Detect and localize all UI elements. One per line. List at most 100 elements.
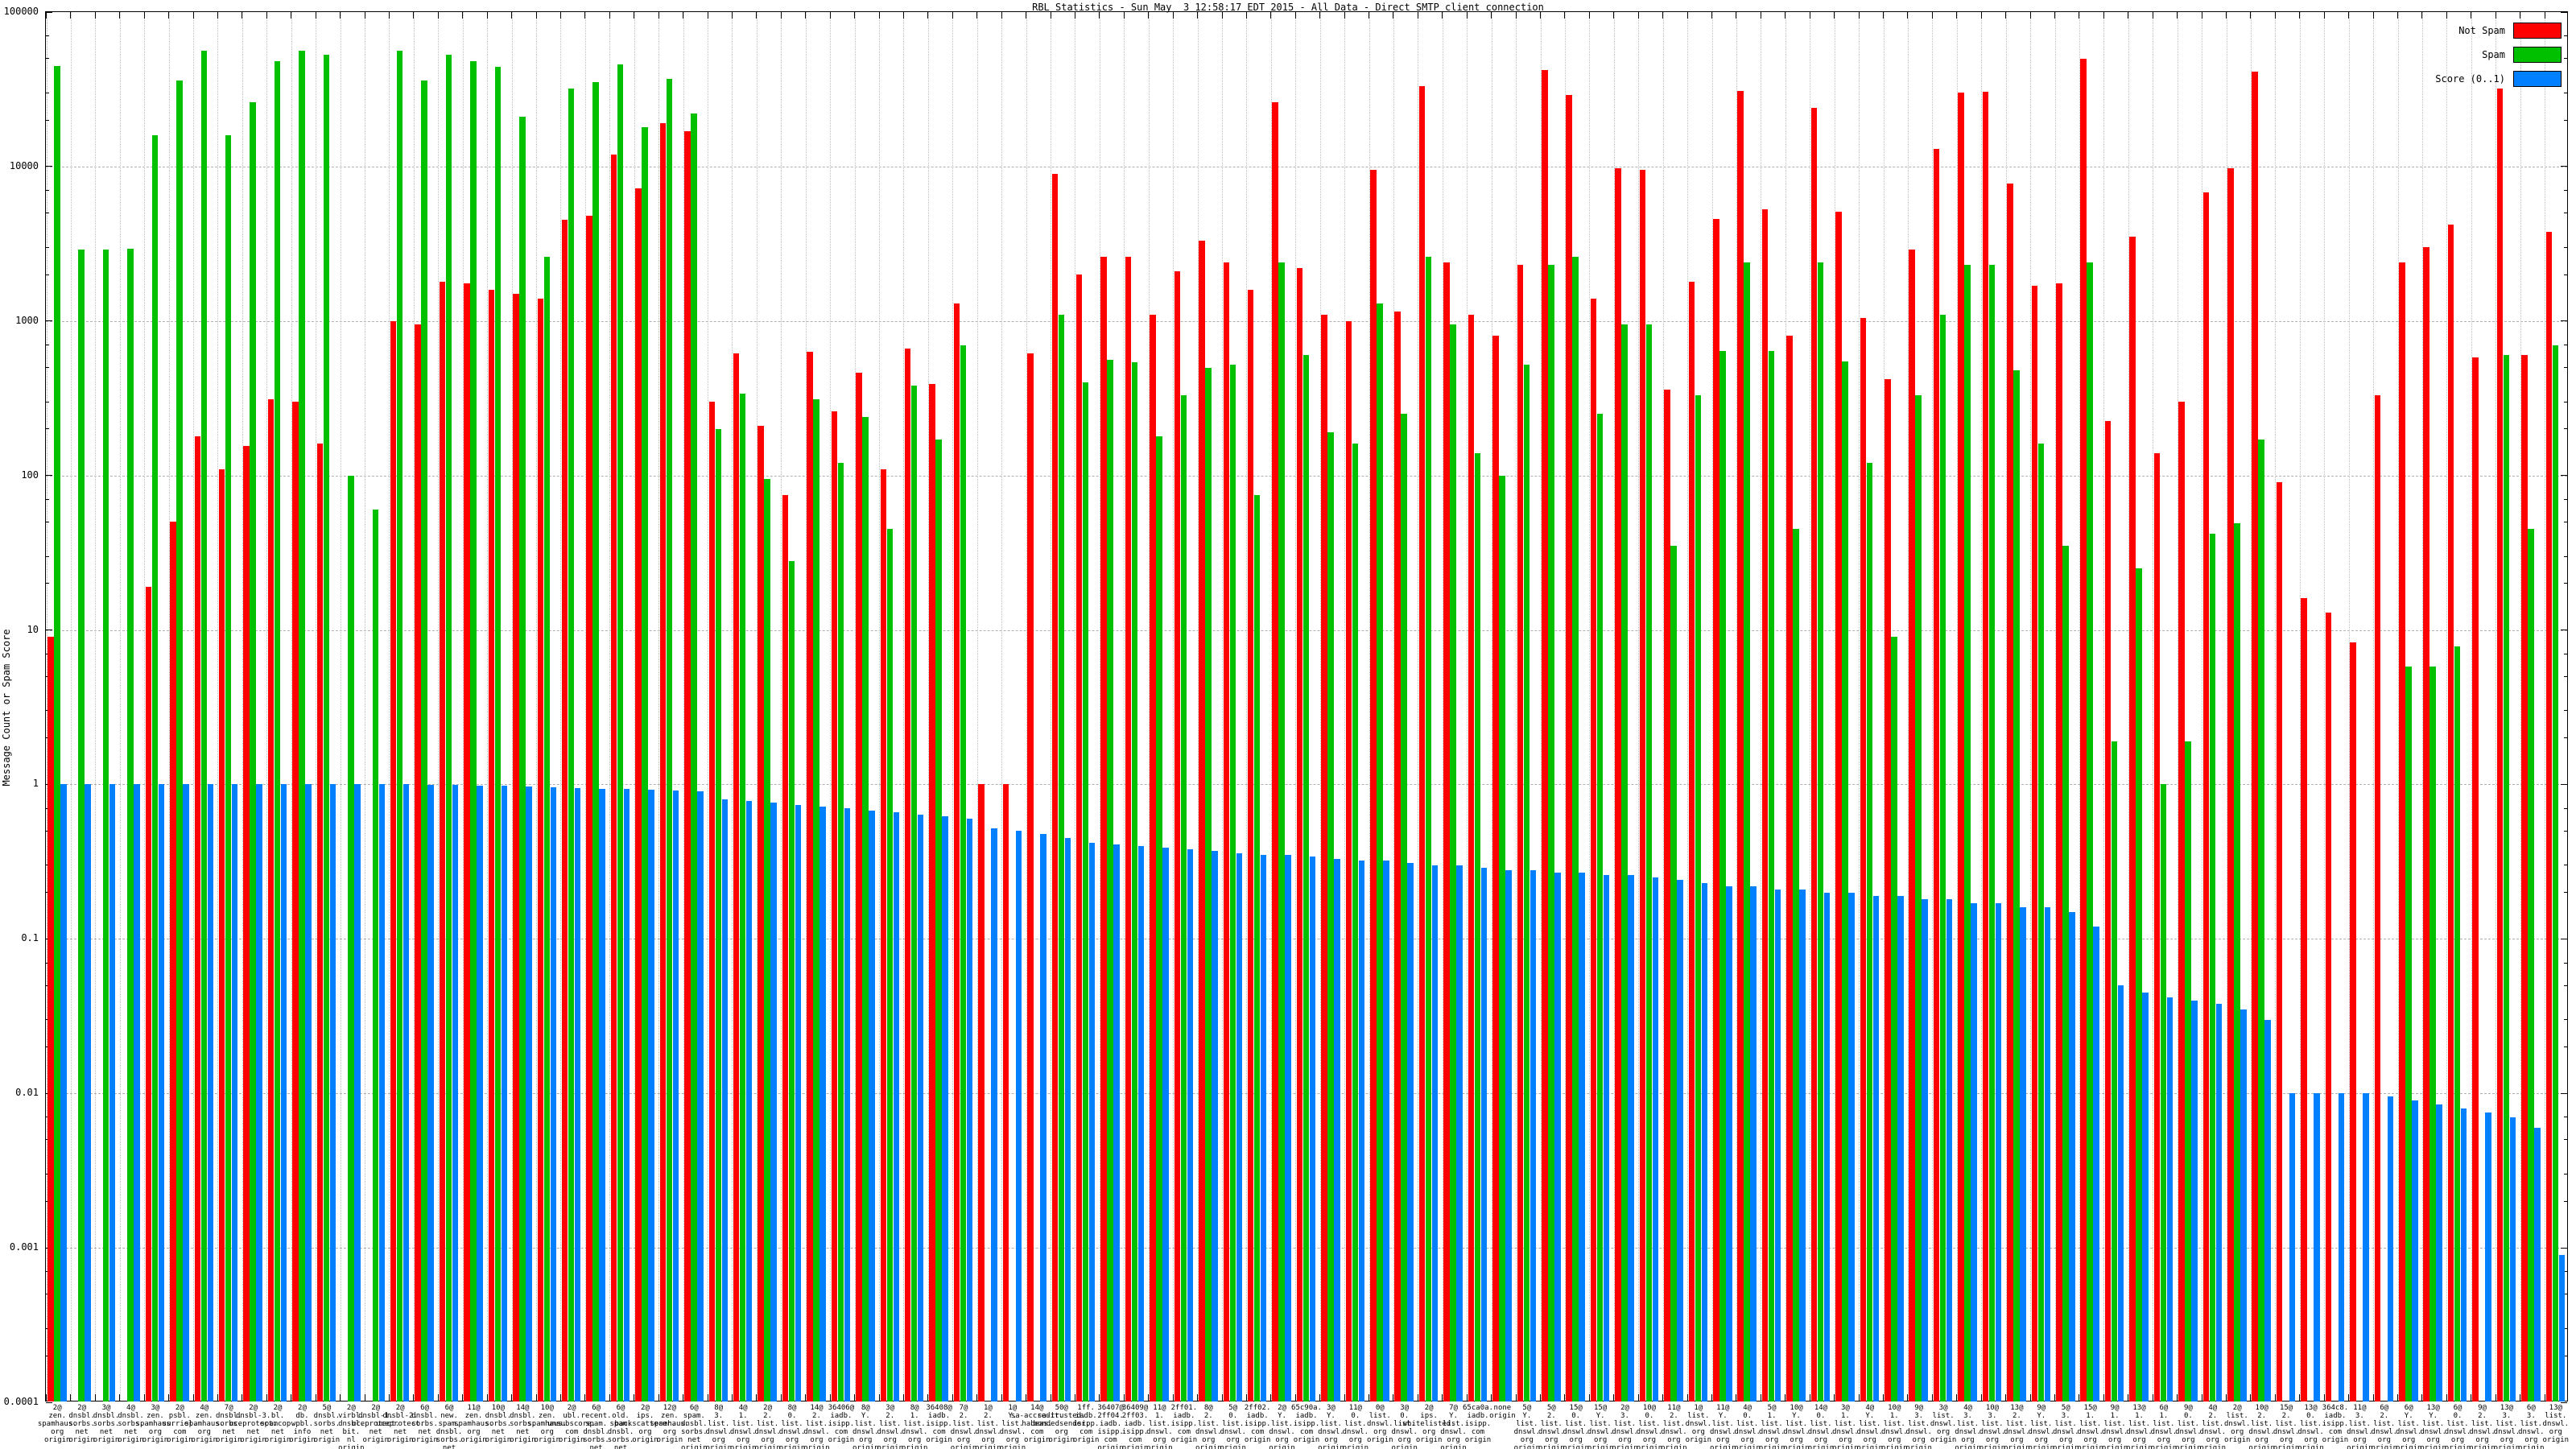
bar-score [2044,907,2051,1402]
bar-spam [494,67,502,1402]
bar-not-spam [1321,314,1327,1402]
y-tick-label: 10 [27,623,39,635]
x-axis-label: 6@ 1. list. dnswl. org origin [2150,1404,2178,1449]
bar-spam [1842,361,1848,1402]
bar-spam [1621,324,1628,1402]
bar-score [942,816,948,1402]
bar-score [1088,842,1096,1402]
bar-score [2338,1093,2345,1402]
x-gridline [1981,12,1983,1401]
y-tick-label: 10000 [9,159,39,171]
bar-spam [1866,463,1873,1402]
chart-title: RBL Statistics - Sun May 3 12:58:17 EDT … [1032,2,1544,13]
x-gridline [781,12,782,1401]
bar-score [158,784,165,1402]
x-tick-bottom [829,1394,831,1401]
x-tick-top [1172,12,1174,19]
bar-not-spam [1125,257,1132,1402]
y-tick-minor-right [2564,710,2567,712]
bar-spam [54,65,60,1402]
x-axis-label: 6@ spam. dnsbl. sorbs. net origin [681,1404,708,1449]
x-tick-bottom [2103,1394,2104,1401]
x-axis-label: 2@ list. dnswl. org origin [2223,1404,2251,1444]
bar-spam [1082,382,1089,1402]
y-tick-minor-left [46,555,49,557]
bar-score [2142,992,2149,1402]
bar-spam [715,428,722,1402]
x-tick-bottom [535,1394,537,1401]
x-tick-top [805,12,807,19]
x-gridline [1711,12,1713,1401]
x-tick-bottom [1466,1394,1468,1401]
bar-not-spam [733,353,740,1402]
bar-score [2166,997,2174,1402]
bar-not-spam [1223,262,1229,1402]
bar-not-spam [1737,90,1744,1402]
x-axis-label: 2@ Y. list. dnswl. org origin [1269,1404,1295,1449]
bar-score [1652,877,1659,1402]
y-tick-major-right [2561,320,2567,322]
x-tick-top [1245,12,1247,19]
x-tick-top [2250,12,2252,19]
x-gridline [511,12,513,1401]
x-axis-label: 10@ 3. list. dnswl. org origin [1979,1404,2006,1449]
x-tick-bottom [266,1394,267,1401]
bar-spam [1205,367,1212,1402]
x-tick-bottom [1686,1394,1688,1401]
bar-spam [1939,314,1946,1402]
x-gridline [1124,12,1125,1401]
x-tick-top [1662,12,1664,19]
bar-score [550,786,557,1402]
x-tick-bottom [1540,1394,1542,1401]
x-tick-top [1466,12,1468,19]
x-axis-label: 11@ zen. spamhaus. org origin [454,1404,493,1444]
bar-not-spam [904,349,911,1402]
x-tick-bottom [1662,1394,1664,1401]
bar-not-spam [2423,247,2429,1402]
x-tick-top [1221,12,1223,19]
x-tick-bottom [584,1394,586,1401]
bar-not-spam [1909,250,1915,1402]
x-axis-label: 6@ dnsbl. sorbs. net origin [411,1404,438,1444]
bar-spam [78,250,85,1402]
bar-not-spam [2350,642,2356,1402]
bar-spam [2528,529,2534,1402]
x-tick-top [413,12,415,19]
x-axis-label: 4@ dnsbl. sorbs. net origin [118,1404,144,1444]
x-tick-bottom [1442,1394,1443,1401]
x-axis-label: 14@ 2. list. dnswl. org origin [803,1404,830,1449]
x-tick-bottom [1294,1394,1296,1401]
x-gridline [217,12,219,1401]
x-tick-bottom [2421,1394,2423,1401]
bar-not-spam [1688,281,1695,1402]
bar-not-spam [1615,168,1621,1402]
bar-not-spam [1174,270,1181,1402]
x-tick-top [1001,12,1002,19]
bar-not-spam [1590,298,1597,1402]
bar-score [1946,899,1953,1402]
x-gridline [2348,12,2350,1401]
bar-score [1823,892,1831,1402]
x-tick-top [2397,12,2398,19]
x-axis-label: 11@ 1. list. dnswl. org origin [1146,1404,1173,1449]
x-tick-top [731,12,733,19]
x-axis-label: 7@ dnsbl. sorbs. net origin [215,1404,242,1444]
x-tick-bottom [388,1394,390,1401]
y-tick-major-right [2561,1402,2567,1403]
y-tick-minor-right [2564,1200,2567,1202]
x-axis-label: 5@ Y. list. dnswl. org origin [1513,1404,1541,1449]
x-axis-label: 8@ 1. list. dnswl. org origin [901,1404,928,1449]
bar-not-spam [47,637,54,1402]
bar-score [2412,1100,2418,1402]
y-tick-minor-right [2564,119,2567,121]
x-axis-label: 2@ bl. spamcop. net origin [260,1404,295,1444]
x-gridline [1662,12,1664,1401]
x-tick-bottom [1148,1394,1150,1401]
bar-not-spam [1492,336,1499,1402]
x-axis-label: 13@ 1. list. dnswl. org origin [2126,1404,2153,1449]
x-tick-bottom [2054,1394,2056,1401]
x-tick-top [437,12,439,19]
x-axis-label: 11@ 2. list. dnswl. org origin [1661,1404,1687,1449]
x-tick-bottom [756,1394,758,1401]
bar-spam [1768,350,1775,1402]
